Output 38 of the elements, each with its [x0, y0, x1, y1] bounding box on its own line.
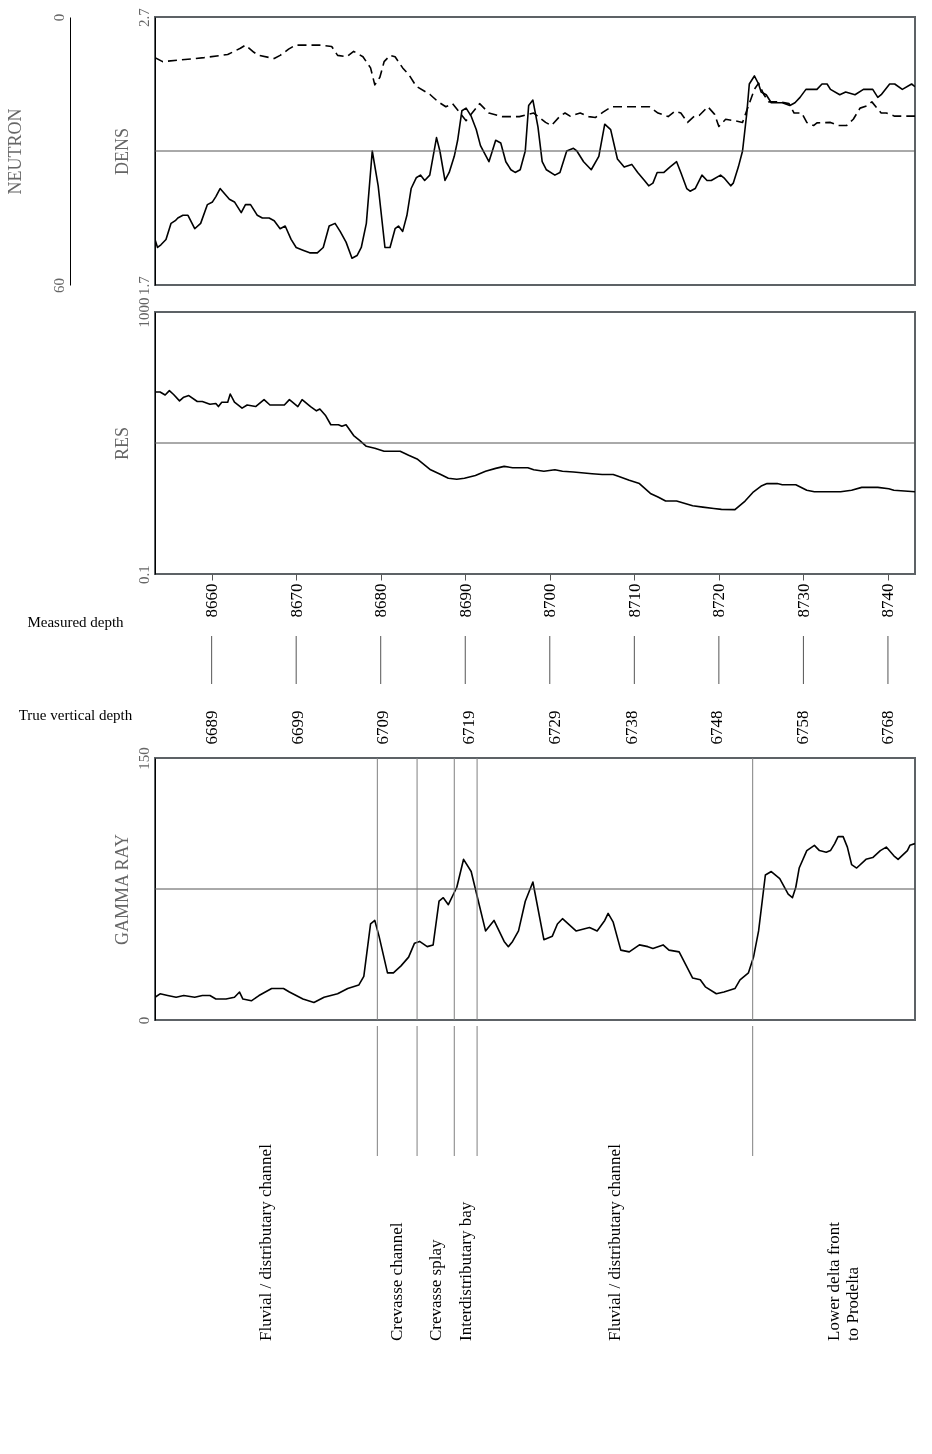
y-tick-label: 0	[135, 1016, 152, 1025]
y-tick-label: 150	[135, 747, 152, 770]
x-tick-label: 8680	[371, 583, 391, 618]
x-tick-label: 8670	[286, 583, 306, 618]
x-tick-label: 8730	[793, 583, 813, 618]
x2-tick-label: 6729	[544, 710, 564, 745]
x-axis-title: Measured depth	[27, 613, 125, 630]
y-tick-label: 2.7	[135, 7, 152, 27]
x2-tick-label: 6709	[373, 710, 393, 745]
x2-tick-label: 6768	[878, 710, 898, 745]
x-tick-label: 8700	[540, 583, 560, 618]
x-tick-label: 8690	[455, 583, 475, 618]
text: Crevasse splay	[425, 1239, 445, 1341]
y-axis-title: GAMMA RAY	[111, 834, 132, 945]
x2-tick-label: 6719	[458, 710, 478, 745]
text: Lower delta front to Prodelta	[823, 1221, 862, 1341]
text: Fluvial / distributary channel	[604, 1143, 624, 1341]
text: Fluvial / distributary channel	[256, 1143, 276, 1341]
x-tick-label: 8660	[202, 583, 222, 618]
y-tick-label: 1.7	[135, 275, 152, 295]
y-axis-title: RES	[111, 426, 132, 461]
x-tick-label: 8740	[878, 583, 898, 618]
x-tick-label: 8720	[709, 583, 729, 618]
text: Crevasse channel	[387, 1222, 407, 1341]
y2-axis-title: NEUTRON	[4, 108, 25, 195]
text: Interdistributary bay	[455, 1201, 475, 1341]
y-tick-label: 0.1	[135, 565, 152, 584]
y2-tick-label: 60	[50, 278, 67, 293]
x2-tick-label: 6758	[792, 710, 812, 745]
x2-axis-title: True vertical depth	[18, 706, 133, 723]
y-tick-label: 1000	[135, 297, 152, 328]
y-axis-title: DENS	[111, 127, 132, 176]
x2-tick-label: 6738	[621, 710, 641, 745]
x-tick-label: 8710	[624, 583, 644, 618]
x2-tick-label: 6748	[707, 710, 727, 745]
x2-tick-label: 6699	[287, 710, 307, 745]
y2-tick-label: 0	[50, 13, 67, 22]
x2-tick-label: 6689	[202, 710, 222, 745]
